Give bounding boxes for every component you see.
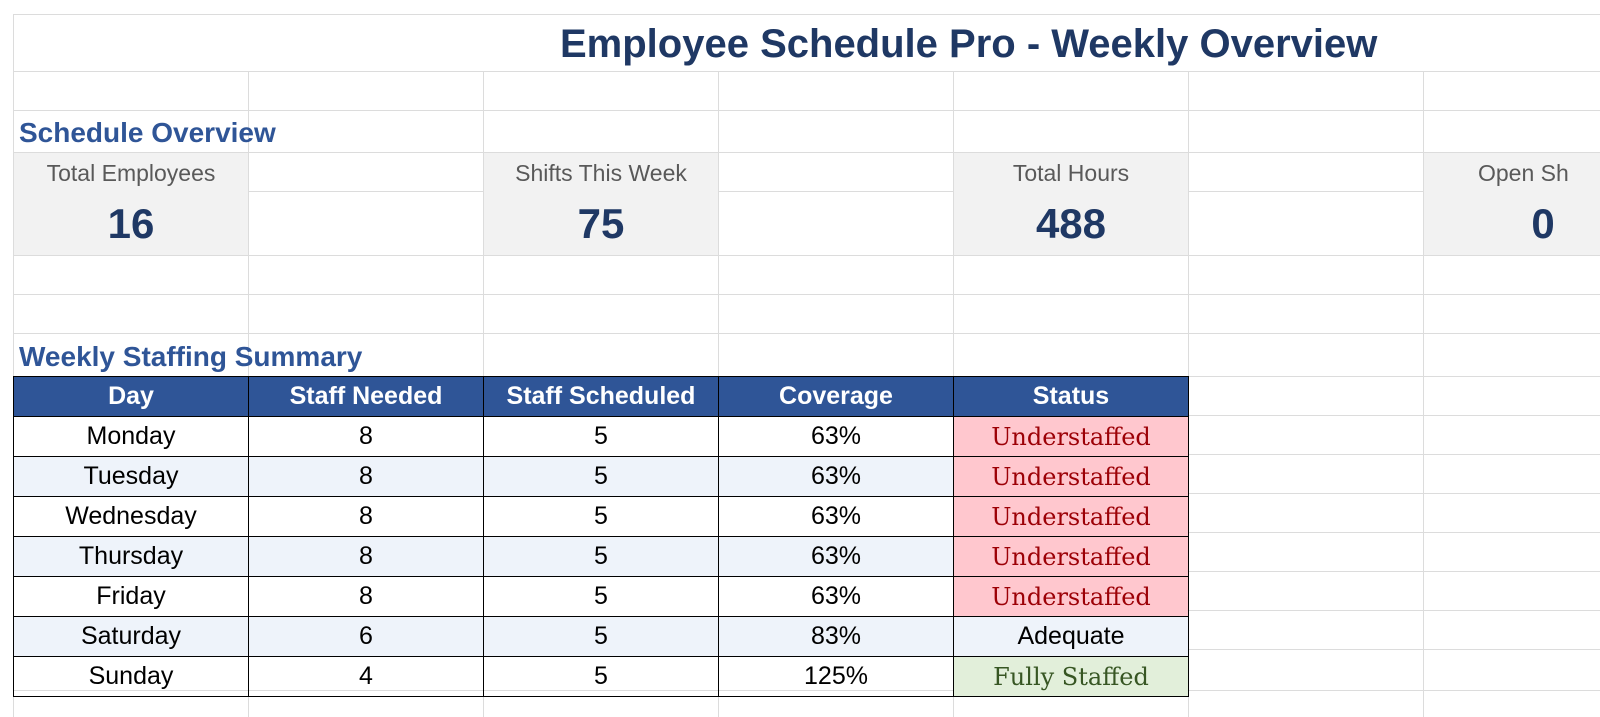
- day-cell[interactable]: Friday: [13, 576, 249, 617]
- status-cell[interactable]: Understaffed: [953, 416, 1189, 457]
- scheduled-cell[interactable]: 5: [483, 416, 719, 457]
- kpi-label: Shifts This Week: [515, 160, 687, 186]
- schedule-overview-heading: Schedule Overview: [19, 117, 276, 148]
- status-cell[interactable]: Understaffed: [953, 496, 1189, 537]
- scheduled-cell[interactable]: 5: [483, 536, 719, 577]
- scheduled-cell[interactable]: 5: [483, 576, 719, 617]
- kpi-label: Total Employees: [46, 160, 216, 186]
- table-row: Wednesday 8 5 63% Understaffed: [13, 496, 1189, 537]
- kpi-card-open-shifts[interactable]: [1424, 153, 1600, 255]
- page-title: Employee Schedule Pro - Weekly Overview: [560, 22, 1378, 66]
- kpi-value: 0: [1531, 200, 1555, 247]
- needed-cell[interactable]: 4: [248, 656, 484, 697]
- coverage-cell[interactable]: 63%: [718, 456, 954, 497]
- day-cell[interactable]: Tuesday: [13, 456, 249, 497]
- table-row: Saturday 6 5 83% Adequate: [13, 616, 1189, 657]
- kpi-value: 488: [1035, 200, 1107, 247]
- needed-cell[interactable]: 6: [248, 616, 484, 657]
- day-cell[interactable]: Saturday: [13, 616, 249, 657]
- needed-cell[interactable]: 8: [248, 416, 484, 457]
- status-cell[interactable]: Fully Staffed: [953, 656, 1189, 697]
- column-header-status[interactable]: Status: [953, 376, 1189, 417]
- staffing-summary-table: Day Staff Needed Staff Scheduled Coverag…: [13, 376, 1189, 697]
- table-row: Friday 8 5 63% Understaffed: [13, 576, 1189, 617]
- coverage-cell[interactable]: 63%: [718, 496, 954, 537]
- status-cell[interactable]: Understaffed: [953, 456, 1189, 497]
- kpi-label: Open Sh: [1478, 160, 1569, 186]
- needed-cell[interactable]: 8: [248, 576, 484, 617]
- needed-cell[interactable]: 8: [248, 536, 484, 577]
- column-header-day[interactable]: Day: [13, 376, 249, 417]
- kpi-card-total-hours[interactable]: [954, 153, 1188, 255]
- kpi-card-shifts-this-week[interactable]: [484, 153, 718, 255]
- coverage-cell[interactable]: 125%: [718, 656, 954, 697]
- scheduled-cell[interactable]: 5: [483, 616, 719, 657]
- coverage-cell[interactable]: 63%: [718, 536, 954, 577]
- coverage-cell[interactable]: 83%: [718, 616, 954, 657]
- kpi-value: 75: [577, 200, 625, 247]
- scheduled-cell[interactable]: 5: [483, 496, 719, 537]
- table-row: Tuesday 8 5 63% Understaffed: [13, 456, 1189, 497]
- weekly-staffing-heading: Weekly Staffing Summary: [19, 341, 363, 372]
- day-cell[interactable]: Sunday: [13, 656, 249, 697]
- table-row: Thursday 8 5 63% Understaffed: [13, 536, 1189, 577]
- day-cell[interactable]: Wednesday: [13, 496, 249, 537]
- column-header-staff-needed[interactable]: Staff Needed: [248, 376, 484, 417]
- coverage-cell[interactable]: 63%: [718, 416, 954, 457]
- kpi-label: Total Hours: [1012, 160, 1130, 186]
- kpi-card-total-employees[interactable]: [14, 153, 248, 255]
- needed-cell[interactable]: 8: [248, 496, 484, 537]
- status-cell[interactable]: Understaffed: [953, 576, 1189, 617]
- table-row: Monday 8 5 63% Understaffed: [13, 416, 1189, 457]
- column-header-coverage[interactable]: Coverage: [718, 376, 954, 417]
- status-cell[interactable]: Understaffed: [953, 536, 1189, 577]
- scheduled-cell[interactable]: 5: [483, 656, 719, 697]
- coverage-cell[interactable]: 63%: [718, 576, 954, 617]
- status-cell[interactable]: Adequate: [953, 616, 1189, 657]
- kpi-value: 16: [107, 200, 155, 247]
- day-cell[interactable]: Thursday: [13, 536, 249, 577]
- scheduled-cell[interactable]: 5: [483, 456, 719, 497]
- day-cell[interactable]: Monday: [13, 416, 249, 457]
- table-header-row: Day Staff Needed Staff Scheduled Coverag…: [13, 376, 1189, 417]
- needed-cell[interactable]: 8: [248, 456, 484, 497]
- column-header-staff-scheduled[interactable]: Staff Scheduled: [483, 376, 719, 417]
- table-row: Sunday 4 5 125% Fully Staffed: [13, 656, 1189, 697]
